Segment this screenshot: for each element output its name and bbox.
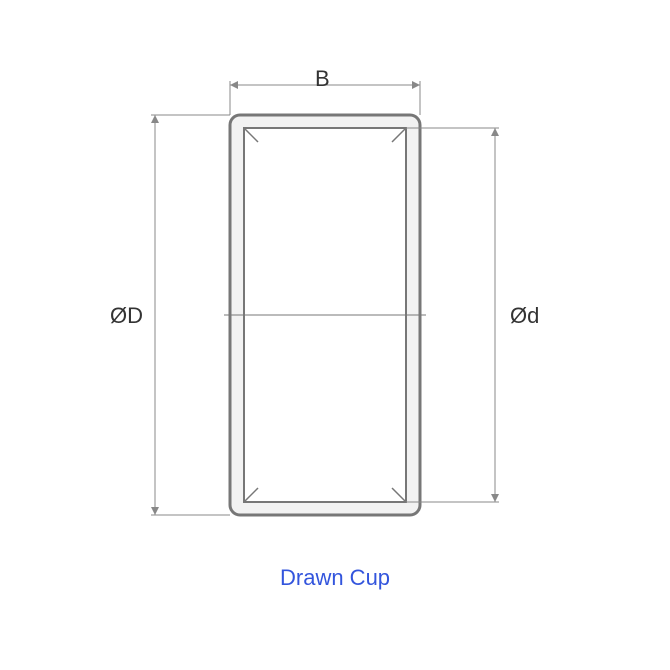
diagram-container: B ØD Ød Drawn Cup <box>0 0 670 670</box>
dimension-label-inner-diameter: Ød <box>510 303 539 329</box>
diagram-caption: Drawn Cup <box>280 565 390 591</box>
dimension-label-width: B <box>315 66 330 92</box>
dimension-label-outer-diameter: ØD <box>110 303 143 329</box>
